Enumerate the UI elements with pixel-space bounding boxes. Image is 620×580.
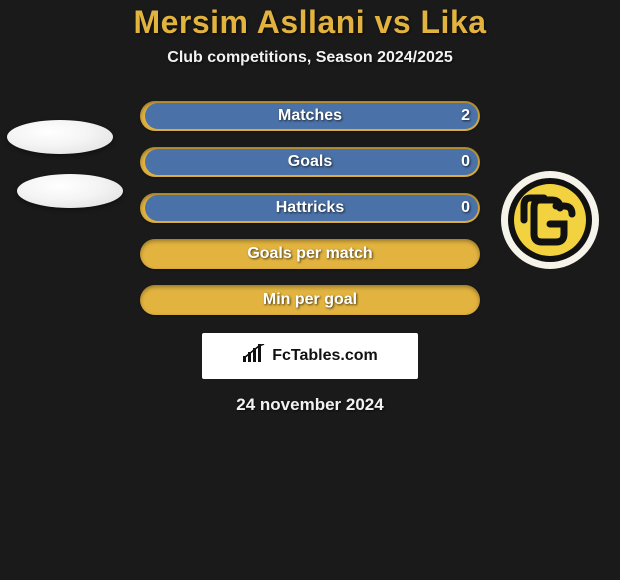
stat-fill-right — [145, 195, 478, 221]
date-line: 24 november 2024 — [0, 395, 620, 415]
stat-label: Goals per match — [140, 245, 480, 263]
stat-bar: Hattricks0 — [140, 193, 480, 223]
stat-fill-right — [145, 103, 478, 129]
stat-label: Min per goal — [140, 291, 480, 309]
stat-bar: Goals per match — [140, 239, 480, 269]
stat-bar: Min per goal — [140, 285, 480, 315]
brand-text: FcTables.com — [272, 347, 378, 365]
page: Mersim Asllani vs Lika Club competitions… — [0, 0, 620, 580]
brand-chart-icon — [242, 344, 266, 369]
stat-row: Matches2 — [70, 95, 550, 141]
stat-row: Min per goal — [70, 279, 550, 325]
stat-bar: Goals0 — [140, 147, 480, 177]
stats-rows: Matches2 Goals0 Hattricks0 Goals per match M… — [70, 95, 550, 325]
stat-bar: Matches2 — [140, 101, 480, 131]
stat-row: Goals per match — [70, 233, 550, 279]
stat-row: Hattricks0 — [70, 187, 550, 233]
page-title: Mersim Asllani vs Lika — [0, 4, 620, 41]
brand-box[interactable]: FcTables.com — [202, 333, 418, 379]
stat-row: Goals0 — [70, 141, 550, 187]
stat-fill-right — [145, 149, 478, 175]
page-subtitle: Club competitions, Season 2024/2025 — [0, 49, 620, 67]
